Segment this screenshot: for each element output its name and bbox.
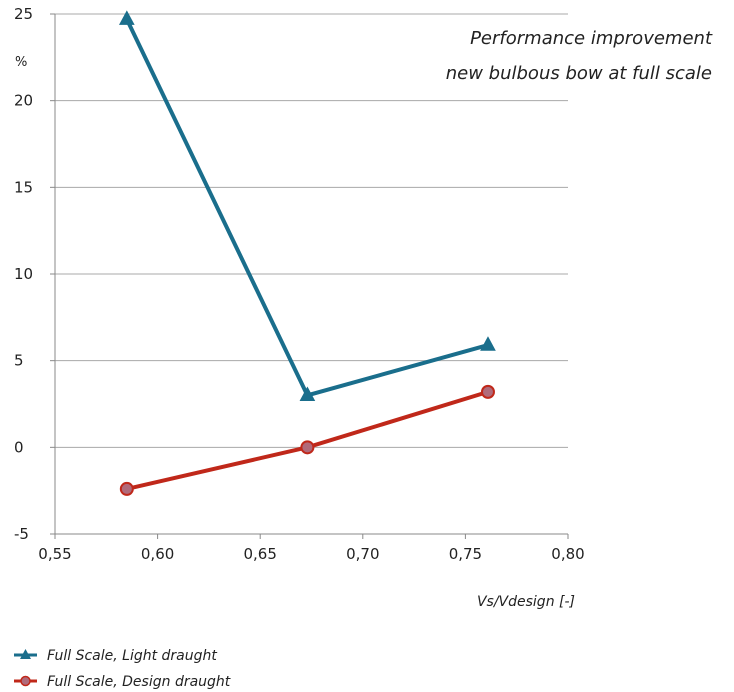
y-tick-label: -5 — [14, 525, 29, 543]
y-tick-label: 10 — [14, 265, 33, 283]
legend-triangle-marker — [20, 649, 31, 659]
chart-title-line-1: Performance improvement — [470, 28, 713, 49]
legend-label: Full Scale, Light draught — [47, 648, 217, 664]
x-tick-label: 0,70 — [346, 545, 379, 563]
legend-item-design-draught: Full Scale, Design draught — [14, 674, 231, 690]
x-axis-label: Vs/Vdesign [-] — [477, 594, 575, 610]
y-tick-labels: -5 0 5 10 15 20 25 — [14, 5, 33, 543]
gridlines — [55, 13, 568, 448]
data-point-triangle — [480, 336, 496, 351]
series-markers — [118, 10, 496, 496]
y-tick-label: 0 — [14, 438, 24, 456]
data-point-circle — [119, 481, 134, 496]
data-point-triangle — [299, 386, 316, 402]
x-tick-labels: 0,55 0,60 0,65 0,70 0,75 0,80 — [38, 545, 584, 563]
legend: Full Scale, Light draught Full Scale, De… — [14, 648, 231, 690]
chart-title-line-2: new bulbous bow at full scale — [446, 63, 712, 84]
x-tick-label: 0,65 — [243, 545, 276, 563]
y-tick-label: 5 — [14, 352, 24, 370]
y-axis-unit-label: % — [15, 55, 27, 70]
y-tick-label: 15 — [14, 178, 33, 196]
data-point-triangle — [118, 10, 135, 25]
x-tick-label: 0,55 — [38, 545, 71, 563]
x-tick-label: 0,60 — [141, 545, 174, 563]
x-tick-label: 0,75 — [449, 545, 482, 563]
legend-label: Full Scale, Design draught — [47, 674, 231, 690]
data-point-circle — [300, 440, 315, 455]
data-point-circle — [480, 384, 495, 399]
y-tick-label: 25 — [14, 5, 33, 23]
legend-item-light-draught: Full Scale, Light draught — [14, 648, 217, 664]
y-tick-label: 20 — [14, 92, 33, 110]
x-tick-label: 0,80 — [551, 545, 584, 563]
axes — [50, 13, 569, 539]
series-line-0 — [125, 18, 489, 398]
legend-circle-marker — [20, 675, 31, 687]
series-lines — [125, 18, 489, 491]
